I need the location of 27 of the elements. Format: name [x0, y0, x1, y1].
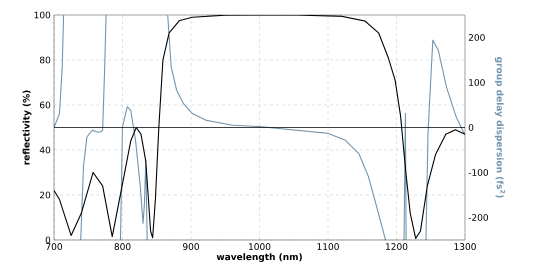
y-tick-label: 80 [40, 56, 50, 64]
y2-tick-label: 0 [468, 124, 474, 131]
y-tick-label: 60 [40, 102, 50, 108]
line-series [54, 14, 64, 128]
x-tick-label: 1200 [386, 243, 408, 250]
line-series [80, 14, 107, 240]
y2-tick-label: -200 [468, 214, 488, 221]
y-tick-label: 100 [34, 12, 50, 18]
y2-tick-label: 100 [469, 79, 485, 86]
x-tick-label: 1100 [318, 243, 339, 250]
line-series [167, 14, 386, 240]
x-tick-label: 800 [114, 243, 130, 250]
x-axis-title: wavelength (nm) [216, 253, 302, 262]
y-tick-label: 0 [46, 236, 50, 244]
x-tick-label: 700 [46, 243, 62, 250]
line-series [425, 40, 465, 240]
y2-axis-title: group delay dispersion (fs$^{2}$) [494, 57, 506, 198]
x-tick-label: 1000 [249, 243, 270, 250]
y2-tick-label: -100 [468, 169, 488, 176]
line-series [120, 106, 148, 240]
y-tick-label: 40 [40, 146, 50, 154]
line-series [54, 14, 465, 239]
y-tick-label: 20 [40, 192, 50, 198]
x-tick-label: 1300 [454, 243, 476, 250]
y2-tick-label: 200 [468, 34, 485, 41]
y-axis-title: reflectivity (%) [22, 90, 32, 165]
x-tick-label: 900 [182, 243, 199, 250]
